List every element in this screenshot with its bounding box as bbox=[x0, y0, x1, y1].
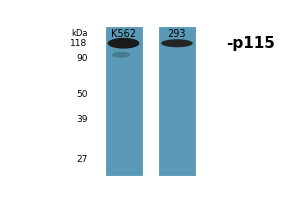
Text: 293: 293 bbox=[168, 29, 186, 39]
Ellipse shape bbox=[108, 38, 140, 49]
Text: 50: 50 bbox=[76, 90, 88, 99]
FancyBboxPatch shape bbox=[159, 27, 195, 175]
Ellipse shape bbox=[161, 39, 193, 47]
Text: 27: 27 bbox=[76, 155, 88, 164]
Text: -p115: -p115 bbox=[226, 36, 275, 51]
Text: 39: 39 bbox=[76, 115, 88, 124]
Text: 90: 90 bbox=[76, 54, 88, 63]
Text: 118: 118 bbox=[70, 39, 88, 48]
Text: kDa: kDa bbox=[71, 29, 88, 38]
Ellipse shape bbox=[112, 52, 130, 58]
FancyBboxPatch shape bbox=[106, 27, 142, 175]
Text: K562: K562 bbox=[111, 29, 136, 39]
